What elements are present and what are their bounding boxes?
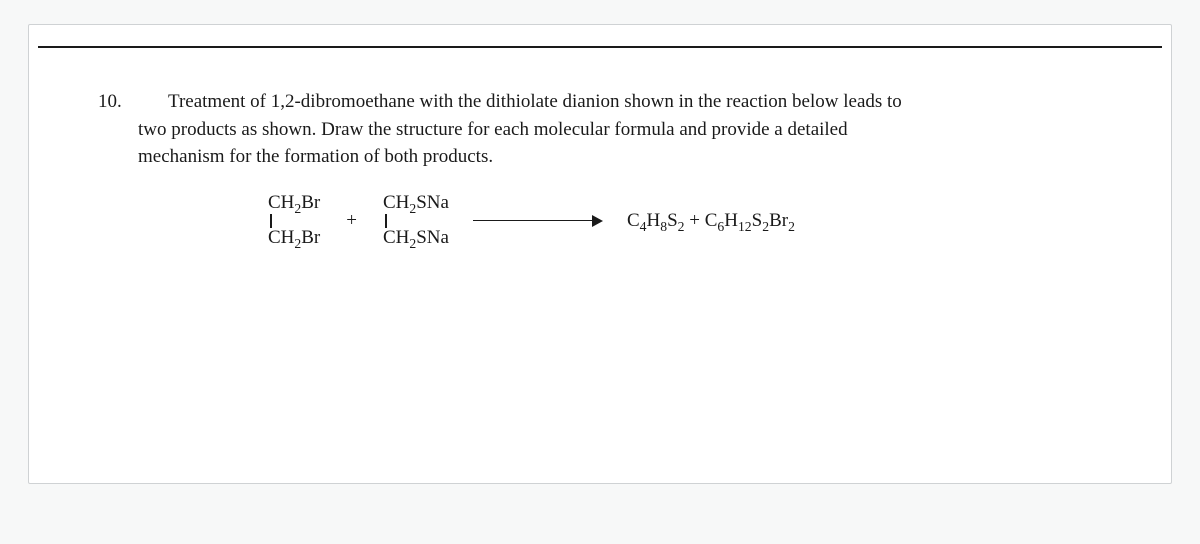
question-text-1: Treatment of 1,2-dibromoethane with the …: [168, 91, 902, 112]
top-rule: [38, 46, 1162, 48]
reagent-1-bot: CH2Br: [268, 228, 320, 249]
plus-sign: +: [344, 207, 359, 235]
question-text-2: two products as shown. Draw the structur…: [138, 116, 1102, 144]
reagent-2-top: CH2SNa: [383, 193, 449, 214]
question-block: 10.Treatment of 1,2-dibromoethane with t…: [98, 88, 1102, 248]
question-number: 10.: [98, 88, 168, 116]
reagent-2-bot: CH2SNa: [383, 228, 449, 249]
question-line-1: 10.Treatment of 1,2-dibromoethane with t…: [98, 88, 1102, 116]
reagent-1-top: CH2Br: [268, 193, 320, 214]
reagent-1: CH2Br CH2Br: [268, 193, 320, 249]
question-text-3: mechanism for the formation of both prod…: [138, 143, 1102, 171]
reaction-scheme: CH2Br CH2Br + CH2SNa CH2SNa C4H8S2 + C6H…: [268, 193, 1102, 249]
bond-icon: [270, 214, 272, 228]
page-sheet: 10.Treatment of 1,2-dibromoethane with t…: [28, 24, 1172, 484]
bond-icon: [385, 214, 387, 228]
reaction-arrow-icon: [473, 214, 603, 228]
reagent-2: CH2SNa CH2SNa: [383, 193, 449, 249]
products-formula: C4H8S2 + C6H12S2Br2: [627, 207, 795, 235]
